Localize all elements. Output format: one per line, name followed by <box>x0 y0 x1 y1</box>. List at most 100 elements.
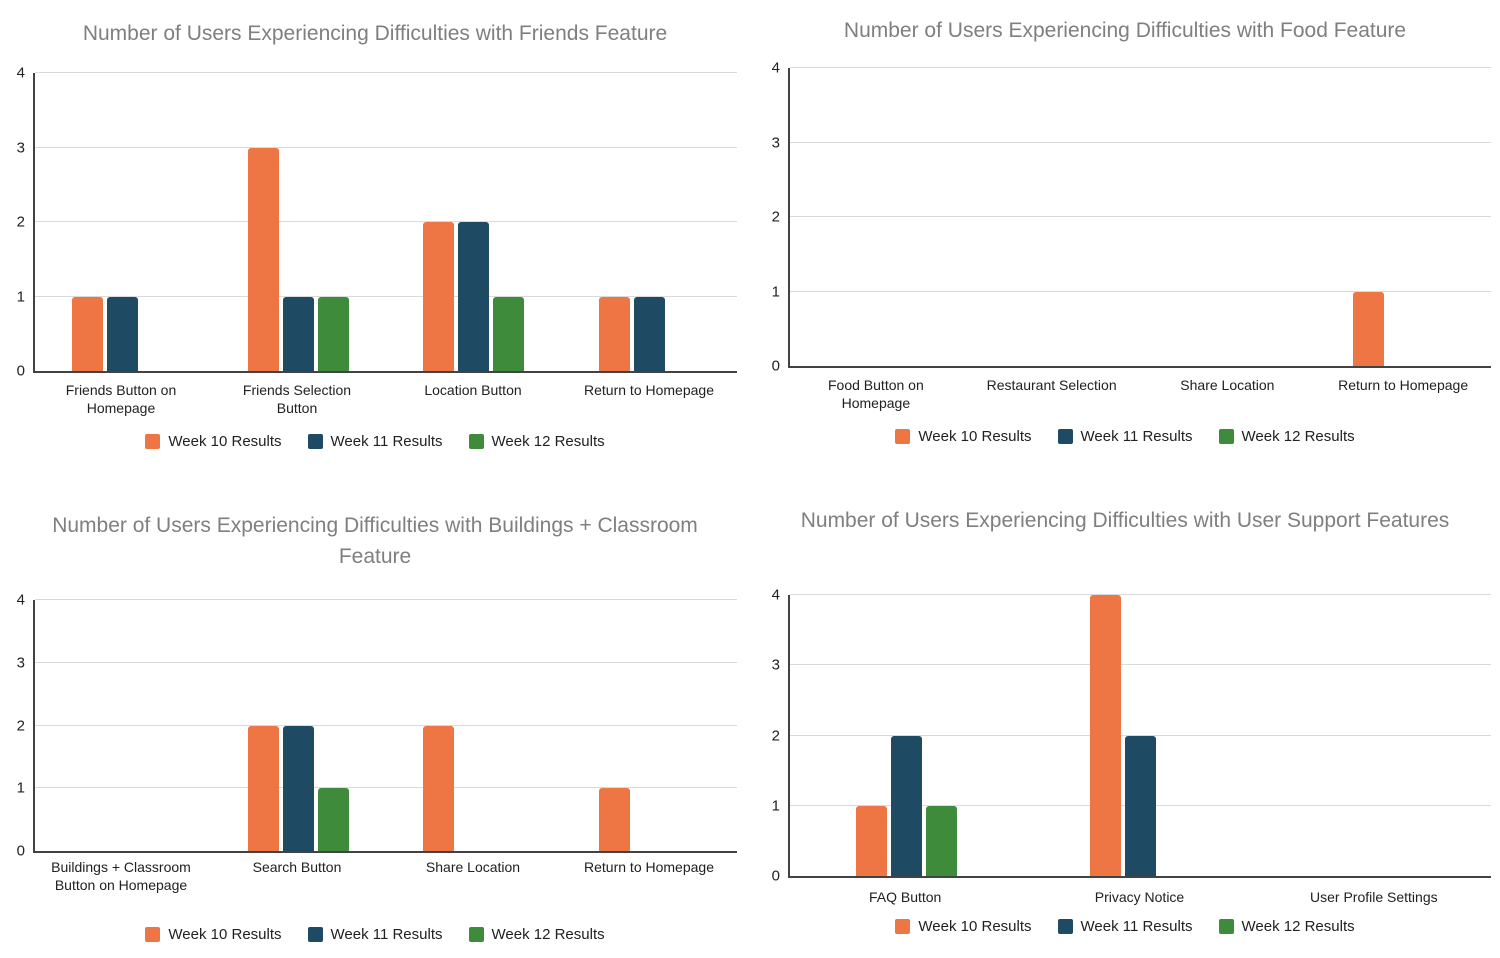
x-axis-labels: Buildings + Classroom Button on Homepage… <box>33 858 737 894</box>
y-tick-label: 4 <box>771 59 780 77</box>
legend-item: Week 10 Results <box>145 926 282 943</box>
legend-label: Week 10 Results <box>168 926 282 943</box>
legend-item: Week 12 Results <box>468 926 605 943</box>
x-axis-label: Location Button <box>424 382 522 398</box>
legend-swatch <box>1218 919 1234 934</box>
x-axis-label: Friends Selection Button <box>242 382 352 416</box>
bar-week-10-results <box>423 725 455 851</box>
bar-week-10-results <box>423 222 455 371</box>
legend-swatch <box>895 429 911 444</box>
x-axis-label: Return to Homepage <box>1338 377 1469 393</box>
x-axis-label: Food Button on Homepage <box>828 377 924 411</box>
x-axis-labels: Food Button on Homepage Restaurant Select… <box>788 376 1491 412</box>
bar-week-10-results <box>247 147 279 371</box>
bar-week-10-results <box>247 725 279 851</box>
legend-swatch <box>307 927 323 942</box>
legend-swatch <box>307 434 323 449</box>
chart-title: Number of Users Experiencing Difficultie… <box>0 18 750 49</box>
gridline <box>35 72 737 73</box>
plot-area: 0 1 2 3 4 <box>772 588 1491 884</box>
y-tick-label: 2 <box>771 727 780 744</box>
y-tick-label: 0 <box>771 867 780 885</box>
gridline <box>35 221 737 222</box>
legend-swatch <box>895 919 911 934</box>
bar-week-11-results <box>1125 735 1156 876</box>
chart-title: Number of Users Experiencing Difficultie… <box>750 505 1500 536</box>
legend-label: Week 12 Results <box>491 433 605 450</box>
chart-title: Number of Users Experiencing Difficultie… <box>0 510 750 572</box>
legend-item: Week 10 Results <box>145 433 282 450</box>
legend-swatch <box>1057 919 1073 934</box>
legend-swatch <box>145 434 161 449</box>
legend-item: Week 12 Results <box>1218 428 1355 445</box>
legend-label: Week 11 Results <box>1080 428 1193 445</box>
y-tick-label: 1 <box>771 797 780 815</box>
bar-week-12-results <box>493 296 525 371</box>
x-axis-labels: FAQ Button Privacy Notice User Profile Set… <box>788 888 1491 906</box>
gridline <box>790 594 1491 595</box>
legend: Week 10 Results Week 11 Results Week 12 Re… <box>0 433 750 450</box>
gridline <box>790 141 1491 143</box>
gridline <box>790 734 1491 736</box>
y-tick-label: 3 <box>771 656 780 674</box>
chart-user-support-features: Number of Users Experiencing Difficultie… <box>750 480 1500 958</box>
legend-label: Week 10 Results <box>918 918 1032 935</box>
chart-food-feature: Number of Users Experiencing Difficultie… <box>750 0 1500 480</box>
legend-swatch <box>145 927 161 942</box>
y-tick-label: 3 <box>771 134 780 151</box>
plot-area: 0 1 2 3 4 <box>17 66 737 379</box>
y-tick-label: 3 <box>16 654 25 672</box>
x-axis-label: Share Location <box>425 859 521 875</box>
x-axis-label: Share Location <box>1180 377 1275 393</box>
legend-item: Week 11 Results <box>307 433 443 450</box>
legend-item: Week 11 Results <box>307 926 443 943</box>
y-tick-label: 0 <box>771 357 780 375</box>
chart-title: Number of Users Experiencing Difficultie… <box>750 15 1500 46</box>
gridline <box>790 67 1491 68</box>
bar-week-12-results <box>317 788 349 851</box>
x-axis-label: User Profile Settings <box>1310 889 1438 905</box>
legend-label: Week 12 Results <box>491 926 605 943</box>
bar-week-10-results <box>72 296 104 371</box>
legend-label: Week 11 Results <box>330 433 443 450</box>
bar-week-11-results <box>282 725 314 851</box>
legend-label: Week 11 Results <box>1080 918 1193 935</box>
legend-swatch <box>468 927 484 942</box>
bar-week-11-results <box>633 296 665 371</box>
x-axis-label: Buildings + Classroom Button on Homepage <box>51 859 191 893</box>
chart-title-text: Number of Users Experiencing Difficultie… <box>52 514 698 568</box>
y-tick-label: 4 <box>16 64 25 82</box>
legend-item: Week 11 Results <box>1057 918 1193 935</box>
y-tick-label: 3 <box>16 139 25 156</box>
legend-label: Week 10 Results <box>918 428 1032 445</box>
bar-week-10-results <box>1352 291 1384 366</box>
bar-week-11-results <box>107 296 139 371</box>
x-axis-label: Friends Button on Homepage <box>65 382 177 416</box>
legend: Week 10 Results Week 11 Results Week 12 Re… <box>750 428 1500 445</box>
bar-week-10-results <box>598 296 630 371</box>
gridline <box>35 599 737 600</box>
y-tick-label: 2 <box>771 208 780 226</box>
gridline <box>35 724 737 726</box>
bar-week-11-results <box>891 735 923 876</box>
chart-friends-feature: Number of Users Experiencing Difficultie… <box>0 0 750 480</box>
legend-item: Week 10 Results <box>895 428 1032 445</box>
legend: Week 10 Results Week 11 Results Week 12 Re… <box>0 926 750 943</box>
plot-area: 0 1 2 3 4 <box>772 61 1491 374</box>
y-tick-label: 4 <box>771 586 780 604</box>
bar-week-12-results <box>317 296 349 371</box>
chart-title-text: Number of Users Experiencing Difficultie… <box>82 22 668 45</box>
y-tick-label: 2 <box>16 213 25 231</box>
legend-item: Week 12 Results <box>468 433 605 450</box>
legend-item: Week 11 Results <box>1057 428 1193 445</box>
bar-week-11-results <box>458 222 490 371</box>
y-tick-label: 1 <box>16 779 25 797</box>
legend-label: Week 12 Results <box>1241 918 1355 935</box>
y-tick-label: 0 <box>16 842 25 860</box>
legend-item: Week 12 Results <box>1218 918 1355 935</box>
x-axis-label: FAQ Button <box>868 889 942 905</box>
x-axis-label: Privacy Notice <box>1094 889 1185 905</box>
bar-week-10-results <box>856 805 888 876</box>
y-tick-label: 1 <box>771 283 780 300</box>
